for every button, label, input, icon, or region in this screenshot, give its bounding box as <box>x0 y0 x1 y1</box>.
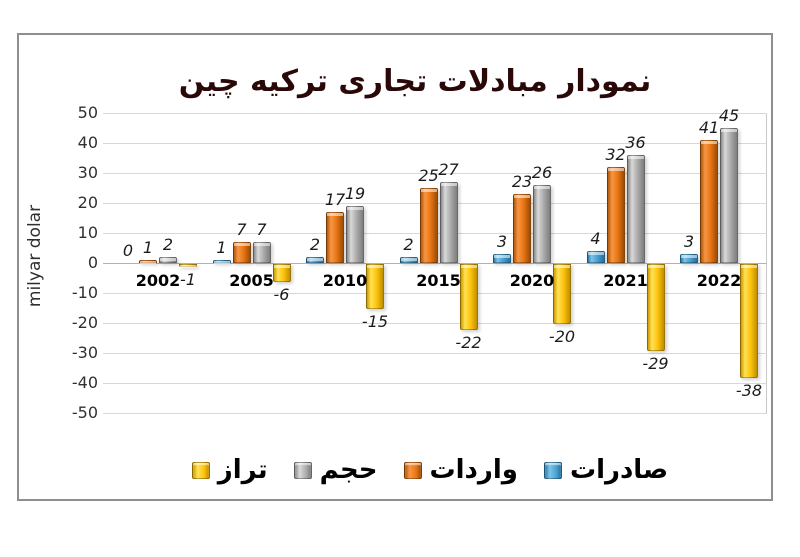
y-tick-label--30: -30 <box>71 343 98 362</box>
bar-balance-2021 <box>646 264 665 351</box>
gridline-30 <box>103 173 767 174</box>
x-tick-label-2015: 2015 <box>416 271 461 290</box>
bar-exports-2010 <box>306 257 324 263</box>
data-label-exports-2015: 2 <box>403 235 414 254</box>
bar-imports-2002 <box>139 260 157 264</box>
bar-exports-2005 <box>212 260 231 264</box>
legend-swatch-balance <box>191 461 210 479</box>
y-tick-label-40: 40 <box>77 133 98 152</box>
data-label-balance-2002: -1 <box>180 270 196 289</box>
bar-imports-2021 <box>606 167 625 263</box>
data-label-imports-2022: 41 <box>698 118 720 137</box>
data-label-exports-2020: 3 <box>496 232 508 251</box>
data-label-volume-2010: 19 <box>344 184 366 203</box>
data-label-volume-2022: 45 <box>718 106 740 125</box>
data-label-exports-2005: 1 <box>216 238 227 257</box>
gridline-40 <box>103 143 767 144</box>
data-label-balance-2022: -38 <box>735 381 763 400</box>
bar-imports-2022 <box>700 140 718 263</box>
data-label-exports-2002: 0 <box>122 241 134 260</box>
chart-title: نمودار مبادلات تجاری ترکیه چین <box>178 64 652 99</box>
bar-imports-2020 <box>513 194 531 263</box>
legend-item-imports: واردات <box>403 455 518 485</box>
gridline--20 <box>103 323 767 324</box>
data-label-balance-2021: -29 <box>642 354 669 373</box>
gridline-0 <box>103 263 767 264</box>
bar-balance-2022 <box>740 264 758 378</box>
bar-volume-2015 <box>439 182 458 263</box>
bar-balance-2015 <box>459 264 478 330</box>
data-label-balance-2015: -22 <box>455 333 482 352</box>
y-tick-label-0: 0 <box>87 253 98 272</box>
gridline--40 <box>103 383 767 384</box>
data-label-balance-2010: -15 <box>361 312 389 331</box>
bar-balance-2010 <box>366 264 384 309</box>
y-tick-label-20: 20 <box>77 193 98 212</box>
legend-swatch-volume <box>293 461 312 479</box>
bar-exports-2015 <box>399 257 418 263</box>
bar-imports-2010 <box>326 212 344 263</box>
x-tick-label-2002: 2002 <box>135 271 181 290</box>
x-tick-label-2021: 2021 <box>603 271 648 290</box>
gridline--30 <box>103 353 767 354</box>
legend-item-volume: حجم <box>293 455 378 485</box>
y-axis-title: milyar dolar <box>25 204 45 308</box>
bar-volume-2020 <box>533 185 551 263</box>
bar-volume-2021 <box>626 155 645 263</box>
legend-label-volume: حجم <box>319 455 378 485</box>
bar-volume-2005 <box>252 242 271 263</box>
x-tick-label-2020: 2020 <box>509 271 555 290</box>
data-label-volume-2015: 27 <box>438 160 459 179</box>
x-tick-label-2022: 2022 <box>696 271 742 290</box>
bar-exports-2021 <box>586 251 605 263</box>
gridline--50 <box>103 413 767 414</box>
legend-label-balance: تراز <box>217 455 268 485</box>
legend-swatch-exports <box>543 461 562 479</box>
y-tick-label-50: 50 <box>77 103 98 122</box>
legend-label-exports: صادرات <box>569 455 669 485</box>
legend: تراز حجم واردات صادرات <box>120 446 740 494</box>
data-label-imports-2002: 1 <box>142 238 154 257</box>
gridline--10 <box>103 293 767 294</box>
data-label-volume-2020: 26 <box>531 163 553 182</box>
y-tick-label-10: 10 <box>77 223 98 242</box>
bar-imports-2015 <box>419 188 438 263</box>
gridline-50 <box>103 113 767 114</box>
y-tick-label--20: -20 <box>71 313 98 332</box>
bar-balance-2020 <box>553 264 571 324</box>
data-label-exports-2010: 2 <box>309 235 321 254</box>
data-label-imports-2005: 7 <box>236 220 247 239</box>
legend-item-exports: صادرات <box>543 455 669 485</box>
data-label-imports-2015: 25 <box>418 166 439 185</box>
y-tick-label--10: -10 <box>71 283 98 302</box>
data-label-imports-2020: 23 <box>511 172 533 191</box>
data-label-exports-2021: 4 <box>590 229 601 248</box>
y-tick-label-30: 30 <box>77 163 98 182</box>
data-label-imports-2021: 32 <box>605 145 626 164</box>
data-label-volume-2005: 7 <box>256 220 267 239</box>
x-tick-label-2010: 2010 <box>322 271 368 290</box>
y-tick-label--40: -40 <box>71 373 98 392</box>
data-label-balance-2005: -6 <box>273 285 290 304</box>
bar-volume-2010 <box>346 206 364 263</box>
data-label-balance-2020: -20 <box>548 327 576 346</box>
data-label-exports-2022: 3 <box>683 232 695 251</box>
legend-swatch-imports <box>403 461 422 479</box>
data-label-imports-2010: 17 <box>324 190 346 209</box>
data-label-volume-2021: 36 <box>625 133 646 152</box>
bar-balance-2005 <box>272 264 291 282</box>
bar-volume-2022 <box>720 128 738 263</box>
data-label-volume-2002: 2 <box>162 235 174 254</box>
bar-exports-2022 <box>680 254 698 263</box>
x-tick-label-2005: 2005 <box>229 271 274 290</box>
bar-exports-2020 <box>493 254 511 263</box>
bar-volume-2002 <box>159 257 177 263</box>
y-tick-label--50: -50 <box>71 403 98 422</box>
legend-item-balance: تراز <box>191 455 268 485</box>
bar-imports-2005 <box>232 242 251 263</box>
bar-balance-2002 <box>179 264 197 268</box>
legend-label-imports: واردات <box>429 455 518 485</box>
